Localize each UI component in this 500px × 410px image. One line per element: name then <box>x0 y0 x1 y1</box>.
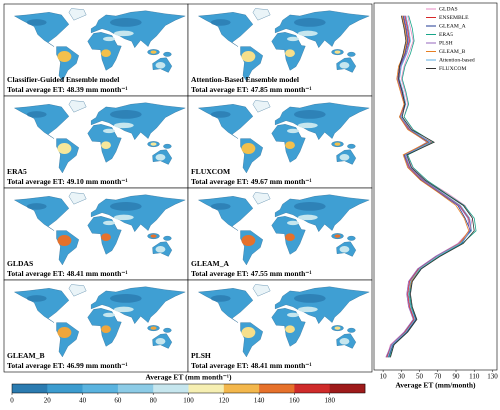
model-name: GLEAM_B <box>7 351 45 360</box>
colorbar-tick-label: 0 <box>10 397 14 405</box>
legend-label: PLSH <box>439 40 453 46</box>
legend-label: Attention-based <box>439 57 475 63</box>
colorbar-tick-label: 120 <box>219 397 230 405</box>
x-tick-label: 30 <box>398 373 406 381</box>
legend-label: ERA5 <box>439 32 453 38</box>
x-tick-label: 110 <box>469 373 480 381</box>
model-name: Attention-Based Ensemble model <box>191 75 299 84</box>
colorbar-segment <box>259 384 295 393</box>
model-name: PLSH <box>191 351 211 360</box>
colorbar-label: Average ET (mm month⁻¹) <box>145 373 232 382</box>
colorbar-segment <box>117 384 154 393</box>
model-name: Classifier-Guided Ensemble model <box>7 75 119 84</box>
total-et: Total average ET: 48.41 mm month⁻¹ <box>7 269 128 278</box>
model-name: FLUXCOM <box>191 167 230 176</box>
x-tick-label: 50 <box>416 373 424 381</box>
total-et: Total average ET: 48.41 mm month⁻¹ <box>191 361 312 370</box>
total-et: Total average ET: 46.99 mm month⁻¹ <box>7 361 128 370</box>
colorbar-segment <box>82 384 119 393</box>
total-et: Total average ET: 48.39 mm month⁻¹ <box>7 85 128 94</box>
total-et: Total average ET: 47.85 mm month⁻¹ <box>191 85 312 94</box>
colorbar-segment <box>153 384 189 393</box>
total-et: Total average ET: 49.67 mm month⁻¹ <box>191 177 312 186</box>
colorbar-segment <box>329 384 366 393</box>
colorbar-segment <box>188 384 225 393</box>
model-name: GLDAS <box>7 259 33 268</box>
x-tick-label: 10 <box>380 373 388 381</box>
x-axis-label: Average ET (mm/month) <box>395 381 476 390</box>
model-name: ERA5 <box>7 167 27 176</box>
colorbar-segment <box>47 384 83 393</box>
model-name: GLEAM_A <box>191 259 229 268</box>
colorbar-tick-label: 100 <box>183 397 194 405</box>
x-tick-label: 90 <box>453 373 461 381</box>
colorbar-tick-label: 160 <box>289 397 300 405</box>
colorbar-segment <box>223 384 260 393</box>
colorbar-tick-label: 60 <box>114 397 122 405</box>
total-et: Total average ET: 47.55 mm month⁻¹ <box>191 269 312 278</box>
legend-label: ENSEMBLE <box>439 15 469 21</box>
profile-line <box>390 15 475 358</box>
legend-label: GLEAM_B <box>439 49 466 55</box>
profile-line <box>386 15 472 358</box>
legend-label: GLEAM_A <box>439 23 466 29</box>
total-et: Total average ET: 49.10 mm month⁻¹ <box>7 177 128 186</box>
colorbar-tick-label: 140 <box>254 397 265 405</box>
colorbar-tick-label: 40 <box>79 397 87 405</box>
colorbar-tick-label: 20 <box>44 397 52 405</box>
x-tick-label: 70 <box>434 373 442 381</box>
profile-line <box>389 15 477 358</box>
legend-label: GLDAS <box>439 6 458 12</box>
profile-line <box>387 15 472 358</box>
legend-label: FLUXCOM <box>439 66 466 72</box>
colorbar-tick-label: 180 <box>324 397 335 405</box>
x-tick-label: 130 <box>487 373 498 381</box>
colorbar-segment <box>12 384 48 393</box>
colorbar-tick-label: 80 <box>150 397 158 405</box>
colorbar-segment <box>294 384 330 393</box>
